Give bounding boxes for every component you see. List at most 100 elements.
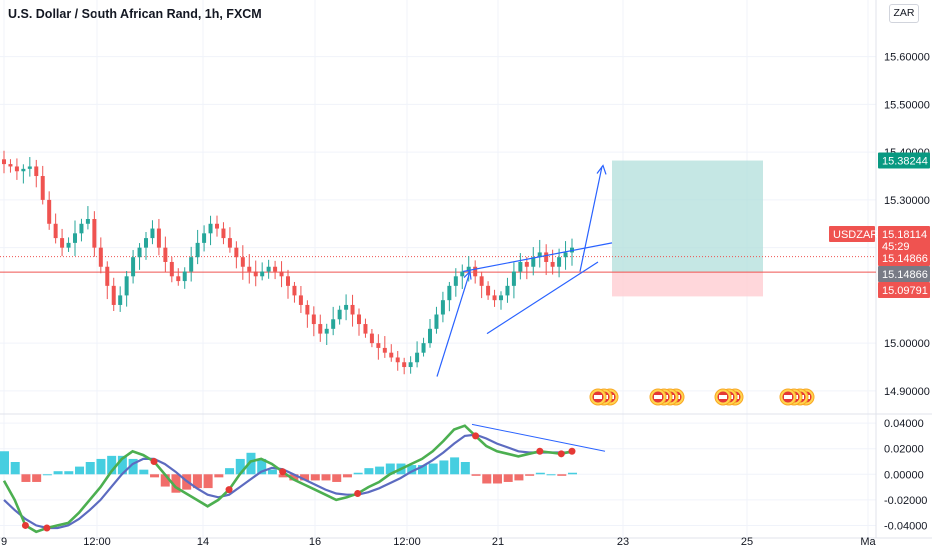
- macd-hist-bar-26: [278, 474, 288, 478]
- candle-body-40: [260, 271, 265, 277]
- candle-body-58: [376, 343, 381, 348]
- macd-hist-bar-53: [568, 472, 577, 475]
- target-price-tag-bg: [878, 152, 930, 169]
- candle-body-25: [163, 247, 168, 262]
- candle-body-67: [434, 314, 439, 329]
- macd-hist-bar-2: [21, 474, 31, 482]
- candle-body-24: [156, 228, 161, 248]
- macd-hist-bar-12: [128, 458, 138, 475]
- candle-body-12: [79, 223, 84, 234]
- macd-hist-bar-35: [375, 466, 385, 475]
- macd-hist-bar-43: [460, 462, 470, 475]
- candle-body-83: [537, 252, 542, 258]
- macd-hist-bar-1: [10, 462, 20, 475]
- macd-pane: [0, 423, 606, 534]
- candle-body-14: [92, 219, 97, 248]
- candle-body-42: [273, 266, 278, 272]
- candle-body-66: [428, 328, 432, 344]
- macd-tick-label: 0.04000: [884, 418, 924, 430]
- candle-body-62: [402, 362, 407, 368]
- macd-hist-bar-14: [150, 474, 160, 478]
- macd-hist-bar-40: [428, 463, 438, 475]
- candle-body-32: [208, 223, 213, 234]
- macd-hist-bar-49: [525, 474, 535, 476]
- macd-hist-bar-41: [439, 460, 449, 475]
- candle-body-82: [531, 257, 536, 267]
- candle-body-3: [21, 168, 26, 172]
- arrow-head-target: [596, 164, 607, 175]
- event-flag-stripe-0-0: [594, 395, 602, 399]
- candle-body-44: [286, 276, 290, 286]
- candle-body-19: [124, 276, 129, 296]
- macd-hist-bar-28: [300, 474, 310, 481]
- candle-body-74: [479, 276, 484, 286]
- candle-body-61: [395, 357, 400, 363]
- candle-body-39: [253, 271, 258, 277]
- candle-body-47: [305, 304, 310, 315]
- macd-hist-bar-44: [471, 474, 481, 476]
- candle-body-5: [34, 166, 39, 177]
- macd-hist-bar-34: [364, 468, 374, 475]
- macd-tick-label: -0.04000: [884, 520, 927, 532]
- macd-cross-dot-53: [568, 447, 576, 455]
- currency-button[interactable]: ZAR: [889, 4, 919, 23]
- macd-cross-dot-44: [472, 432, 480, 440]
- candle-body-36: [234, 247, 239, 258]
- stop-loss-zone: [612, 272, 763, 297]
- candle-body-6: [40, 176, 45, 200]
- candle-body-70: [453, 276, 458, 286]
- macd-hist-bar-48: [514, 474, 524, 481]
- price-tick-label: 14.90000: [884, 386, 930, 398]
- candle-body-54: [350, 304, 355, 315]
- candle-body-41: [266, 266, 271, 272]
- macd-tick-label: -0.02000: [884, 495, 927, 507]
- macd-hist-bar-36: [385, 463, 395, 475]
- candle-body-30: [195, 242, 200, 258]
- candle-body-43: [279, 271, 284, 277]
- candle-body-9: [60, 238, 65, 248]
- time-tick-label: 14: [197, 536, 209, 548]
- candle-body-48: [311, 314, 316, 325]
- macd-hist-bar-27: [289, 474, 299, 481]
- macd-hist-bar-30: [321, 474, 331, 481]
- candle-body-56: [363, 324, 368, 334]
- bid-price-tag: 15.14866: [882, 253, 928, 265]
- time-tick-label: 23: [617, 536, 629, 548]
- macd-hist-bar-42: [450, 457, 460, 475]
- candle-body-4: [27, 166, 32, 169]
- candle-body-21: [137, 247, 142, 258]
- candle-body-34: [221, 228, 226, 239]
- event-flag-stripe-3-0: [784, 395, 792, 399]
- arrow-head-rally: [463, 270, 472, 280]
- time-tick-label: 21: [492, 536, 504, 548]
- time-tick-label: Ma: [860, 536, 876, 548]
- time-tick-label: 9: [1, 536, 7, 548]
- position-zones: [0, 160, 876, 297]
- candle-body-18: [118, 295, 123, 305]
- candle-body-27: [176, 276, 181, 282]
- macd-hist-bar-50: [535, 472, 545, 475]
- time-tick-label: 12:00: [83, 536, 111, 548]
- economic-events: [589, 388, 815, 406]
- candle-body-76: [492, 295, 497, 301]
- candle-body-52: [337, 309, 342, 320]
- candle-body-65: [421, 343, 426, 353]
- candle-body-28: [182, 271, 187, 282]
- macd-tick-label: 0.00000: [884, 469, 924, 481]
- macd-cross-dot-14: [150, 457, 158, 465]
- candle-body-46: [298, 295, 303, 305]
- price-tick-label: 15.50000: [884, 99, 930, 111]
- macd-hist-bar-3: [32, 474, 42, 482]
- candle-body-86: [557, 257, 562, 267]
- macd-cross-dot-33: [354, 489, 362, 497]
- macd-cross-dot-21: [225, 486, 233, 494]
- candle-body-79: [511, 271, 516, 286]
- bid-price-tag-bg: [878, 250, 930, 266]
- candle-body-78: [505, 285, 510, 296]
- macd-hist-bar-16: [171, 474, 181, 493]
- candle-body-57: [369, 333, 374, 344]
- candle-body-50: [324, 328, 329, 334]
- candle-body-1: [8, 164, 13, 167]
- candle-body-55: [357, 314, 361, 325]
